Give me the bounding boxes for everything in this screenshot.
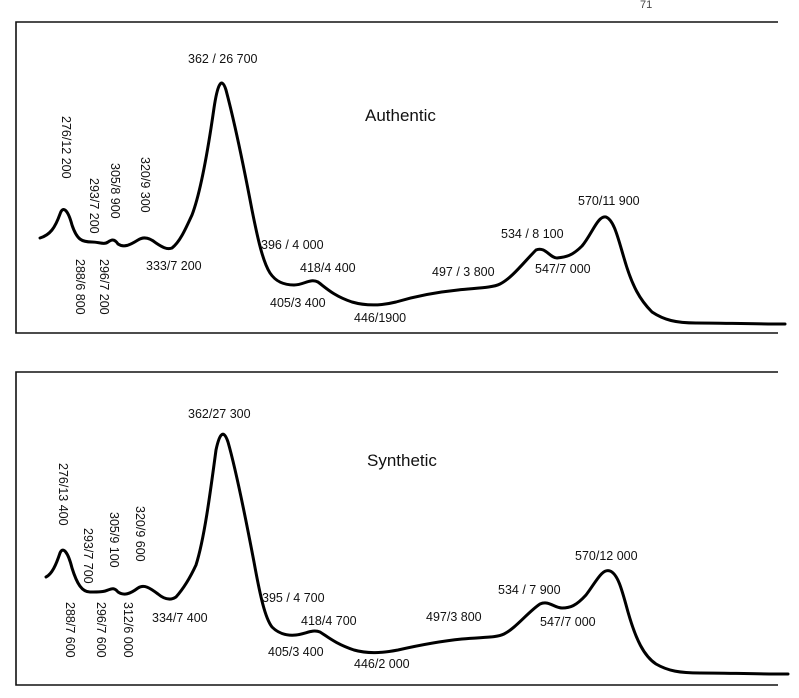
peak-label-276: 276/13 400	[56, 463, 70, 526]
authentic-plot-frame	[15, 21, 778, 334]
peak-label-362: 362 / 26 700	[188, 52, 258, 66]
synthetic-peak-labels: 276/13 400 288/7 600 293/7 700 296/7 600 305…	[56, 407, 638, 671]
peak-label-547: 547/7 000	[535, 262, 591, 276]
peak-label-570: 570/12 000	[575, 549, 638, 563]
peak-label-296: 296/7 200	[97, 259, 111, 315]
peak-label-320: 320/9 300	[138, 157, 152, 213]
peak-label-418: 418/4 400	[300, 261, 356, 275]
authentic-title: Authentic	[365, 106, 436, 125]
peak-label-276: 276/12 200	[59, 116, 73, 179]
peak-label-305: 305/9 100	[107, 512, 121, 568]
peak-label-288: 288/6 800	[73, 259, 87, 315]
peak-label-497: 497 / 3 800	[432, 265, 495, 279]
synthetic-title: Synthetic	[367, 451, 437, 470]
synthetic-panel: Synthetic 276/13 400 288/7 600 293/7 700 29…	[15, 371, 790, 686]
peak-label-333: 333/7 200	[146, 259, 202, 273]
authentic-panel: Authentic 276/12 200 288/6 800 293/7 200 29…	[15, 21, 787, 334]
authentic-peak-labels: 276/12 200 288/6 800 293/7 200 296/7 200 305…	[59, 52, 640, 325]
authentic-spectrum-line	[38, 81, 787, 326]
peak-label-320: 320/9 600	[133, 506, 147, 562]
peak-label-570: 570/11 900	[578, 194, 640, 208]
peak-label-497: 497/3 800	[426, 610, 482, 624]
peak-label-312: 312/6 000	[121, 602, 135, 658]
peak-label-405: 405/3 400	[268, 645, 324, 659]
peak-label-293: 293/7 200	[87, 178, 101, 234]
peak-label-446: 446/2 000	[354, 657, 410, 671]
peak-label-293: 293/7 700	[81, 528, 95, 584]
peak-label-446: 446/1900	[354, 311, 406, 325]
peak-label-534: 534 / 7 900	[498, 583, 561, 597]
synthetic-plot-frame	[15, 371, 778, 686]
peak-label-296: 296/7 600	[94, 602, 108, 658]
peak-label-534: 534 / 8 100	[501, 227, 564, 241]
page-mark: 71	[640, 0, 652, 11]
peak-label-334: 334/7 400	[152, 611, 208, 625]
peak-label-547: 547/7 000	[540, 615, 596, 629]
peak-label-288: 288/7 600	[63, 602, 77, 658]
synthetic-spectrum-line	[44, 432, 790, 676]
peak-label-305: 305/8 900	[108, 163, 122, 219]
peak-label-362: 362/27 300	[188, 407, 251, 421]
peak-label-418: 418/4 700	[301, 614, 357, 628]
peak-label-396: 396 / 4 000	[261, 238, 324, 252]
peak-label-395: 395 / 4 700	[262, 591, 325, 605]
peak-label-405: 405/3 400	[270, 296, 326, 310]
